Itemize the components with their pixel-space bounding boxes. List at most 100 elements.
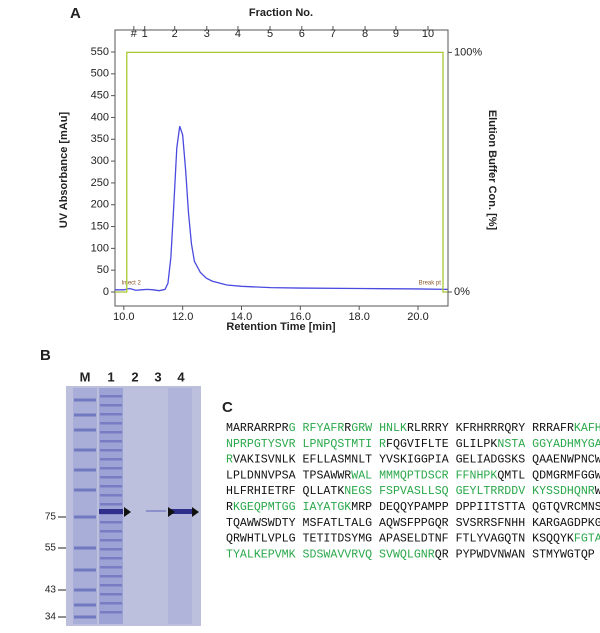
gel-band (74, 588, 96, 592)
sequence-segment: RLRRRY KFRHRRRQRY RRRAFR (407, 422, 574, 435)
fraction-label: 4 (235, 28, 241, 40)
sequence-segment: NPRPGTYSVR LPNPQSTMTI R (226, 438, 386, 451)
sequence-segment: FGTA (574, 533, 600, 546)
sequence-segment: G RFYAFR (289, 422, 345, 435)
gel-band (100, 467, 122, 470)
gel-band (100, 584, 122, 587)
sequence-segment: MRP DEQQYPAMPP DPPIITSTTA QGTQVRCMNS (351, 501, 600, 514)
gel-band (100, 593, 122, 596)
sequence-segment: WAL MMMQPTDSCR FFNHPK (351, 469, 497, 482)
sequence-segment: FQGVIFLTE GLILPK (386, 438, 497, 451)
y2-axis-title: Elution Buffer Con. [%] (486, 110, 498, 231)
sequence-segment: VAKISVNLK EFLLASMNLT YVSKIGGPIA GELIADGS… (233, 454, 600, 467)
annotation: Break pt (419, 281, 442, 287)
gel-band (100, 422, 122, 425)
x-tick-label: 10.0 (113, 311, 134, 323)
gel-band (100, 440, 122, 443)
gel-band (74, 568, 96, 572)
sequence-segment: R (226, 454, 233, 467)
gel-band (100, 503, 122, 506)
y2-tick-label: 0% (454, 286, 470, 298)
gel-band (100, 566, 122, 569)
panel-label: C (222, 399, 233, 416)
x-axis-title: Retention Time [min] (226, 321, 336, 333)
data-line (115, 125, 448, 292)
sequence-row: TYALKEPVMK SDSWAVVRVQ SVWQLGNRQR PYPWDVN… (226, 548, 595, 561)
gel-band (100, 539, 122, 542)
sequence-segment: MARRARRPR (226, 422, 289, 435)
sequence-row: NPRPGTYSVR LPNPQSTMTI RFQGVIFLTE GLILPKN… (226, 438, 600, 451)
gel-band (100, 404, 122, 407)
gel-band (100, 485, 122, 488)
lane-label: M (80, 369, 91, 384)
marker-label: 43 (45, 585, 57, 596)
y-tick-label: 250 (91, 177, 109, 189)
y-tick-label: 350 (91, 133, 109, 145)
gel-band (100, 521, 122, 524)
panel-label: A (70, 5, 81, 22)
gel-band (100, 476, 122, 479)
data-line (115, 51, 448, 293)
gel-band (146, 510, 166, 512)
chart-title: Fraction No. (249, 7, 313, 19)
gel-band (100, 494, 122, 497)
gel-band (74, 413, 96, 417)
y-axis-title: UV Absorbance [mAu] (58, 112, 70, 229)
fraction-label: 6 (299, 28, 305, 40)
sequence-segment: LPLDNNVPSA TPSAWWR (226, 469, 351, 482)
y-tick-label: 450 (91, 90, 109, 102)
gel-band (100, 602, 122, 605)
y-tick-label: 500 (91, 68, 109, 80)
y-tick-label: 50 (97, 264, 109, 276)
gel-band (100, 548, 122, 551)
marker-label: 34 (45, 612, 57, 623)
y-tick-label: 400 (91, 111, 109, 123)
sequence-segment: KAFH (574, 422, 600, 435)
panel-label: B (40, 347, 51, 364)
gel-band (74, 546, 96, 550)
sequence-segment: QRWHTLVPLG TETITDSYMG APASELDTNF FTLYVAG… (226, 533, 574, 546)
x-tick-label: 12.0 (172, 311, 193, 323)
sequence-segment: GRW HNLK (351, 422, 407, 435)
gel-band (74, 428, 96, 432)
fraction-label: 1 (142, 28, 148, 40)
sequence-segment: TQAWWSWDTY MSFATLTALG AQWSFPPGQR SVSRRSF… (226, 517, 600, 530)
gel-band (100, 575, 122, 578)
sequence-row: HLFRHIETRF QLLATKNEGS FSPVASLLSQ GEYLTRR… (226, 485, 600, 498)
gel-band (74, 515, 96, 519)
sequence-segment: QMTL QDMGRMFGGW (497, 469, 600, 482)
gel-band (99, 509, 123, 514)
gel-band (100, 530, 122, 533)
gel-band (74, 603, 96, 607)
gel-band (100, 449, 122, 452)
arrowhead (124, 507, 131, 517)
fraction-label: # (131, 28, 138, 40)
sequence-segment: KGEQPMTGG IAYATGK (233, 501, 351, 514)
plot-frame (114, 29, 449, 307)
marker-label: 55 (45, 543, 57, 554)
y-tick-label: 0 (103, 286, 109, 298)
gel-band (74, 398, 96, 402)
gel-band (74, 488, 96, 492)
fraction-label: 7 (330, 28, 336, 40)
gel-band (100, 431, 122, 434)
fraction-label: 10 (422, 28, 434, 40)
sequence-segment: NEGS FSPVASLLSQ GEYLTRRDDV KYSSDHQNR (344, 485, 595, 498)
y-tick-label: 150 (91, 220, 109, 232)
sequence-row: LPLDNNVPSA TPSAWWRWAL MMMQPTDSCR FFNHPKQ… (226, 469, 600, 482)
gel-band (74, 468, 96, 472)
sequence-row: TQAWWSWDTY MSFATLTALG AQWSFPPGQR SVSRRSF… (226, 517, 600, 530)
sequence-row: MARRARRPRG RFYAFRRGRW HNLKRLRRRY KFRHRRR… (226, 422, 600, 435)
x-tick-label: 20.0 (407, 311, 428, 323)
gel-band (100, 413, 122, 416)
gel-band (100, 458, 122, 461)
annotation: Inject 2 (121, 281, 141, 287)
gel-band (168, 509, 192, 514)
lane-label: 4 (177, 369, 185, 384)
gel-band (74, 448, 96, 452)
sequence-segment: R (344, 422, 351, 435)
arrowhead (168, 507, 175, 517)
y-tick-label: 550 (91, 46, 109, 58)
sequence-segment: W (595, 485, 600, 498)
